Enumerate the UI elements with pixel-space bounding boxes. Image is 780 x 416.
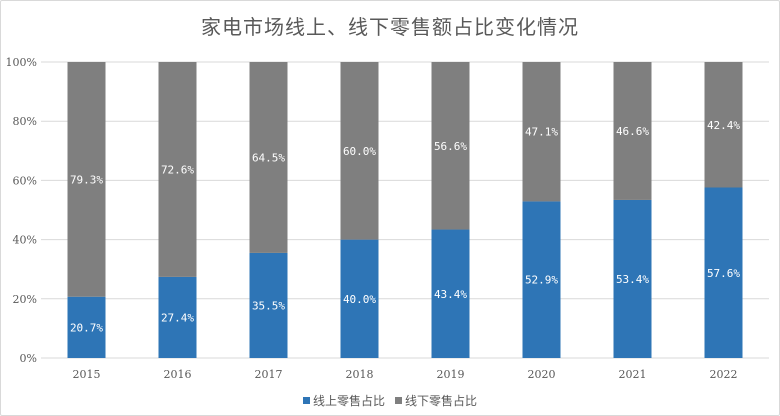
bar-online <box>522 201 561 358</box>
data-label: 60.0% <box>343 145 376 158</box>
y-tick-label: 80% <box>13 115 37 128</box>
bar-offline <box>704 62 743 188</box>
bar-online <box>67 296 106 358</box>
bar-offline <box>67 62 106 297</box>
bar-online <box>249 252 288 358</box>
data-label: 27.4% <box>161 311 194 324</box>
x-tick-label: 2015 <box>73 368 101 381</box>
data-label: 79.3% <box>70 173 103 186</box>
x-tick-label: 2021 <box>619 368 647 381</box>
x-tick-label: 2017 <box>255 368 283 381</box>
x-tick-label: 2020 <box>528 368 556 381</box>
data-label: 42.4% <box>707 119 740 132</box>
legend-swatch-online <box>302 397 310 404</box>
data-label: 53.4% <box>616 273 649 286</box>
bar-offline <box>522 62 561 202</box>
data-label: 40.0% <box>343 293 376 306</box>
data-label: 43.4% <box>434 288 467 301</box>
y-tick-label: 60% <box>13 174 37 187</box>
bar-online <box>613 199 652 358</box>
data-label: 46.6% <box>616 125 649 138</box>
chart-legend: 线上零售占比 线下零售占比 <box>1 392 779 409</box>
bar-offline <box>431 62 470 230</box>
bar-online <box>704 187 743 358</box>
data-label: 35.5% <box>252 299 285 312</box>
data-label: 47.1% <box>525 126 558 139</box>
x-tick-label: 2016 <box>164 368 192 381</box>
legend-item-online: 线上零售占比 <box>302 392 385 409</box>
data-label: 72.6% <box>161 163 194 176</box>
data-label: 52.9% <box>525 274 558 287</box>
x-tick-label: 2019 <box>437 368 465 381</box>
x-tick-label: 2018 <box>346 368 374 381</box>
bar-online <box>340 239 379 358</box>
bar-online <box>158 276 197 358</box>
bar-offline <box>340 62 379 240</box>
bar-online <box>431 229 470 358</box>
legend-label-online: 线上零售占比 <box>312 394 385 408</box>
y-tick-label: 40% <box>13 234 37 247</box>
bar-offline <box>249 62 288 253</box>
legend-item-offline: 线下零售占比 <box>395 392 477 409</box>
data-label: 56.6% <box>434 140 467 153</box>
y-tick-label: 100% <box>6 56 37 69</box>
data-label: 64.5% <box>252 151 285 164</box>
bar-offline <box>613 62 652 200</box>
chart-title: 家电市场线上、线下零售额占比变化情况 <box>201 15 579 39</box>
bar-offline <box>158 62 197 277</box>
legend-swatch-offline <box>395 397 402 404</box>
legend-label-offline: 线下零售占比 <box>405 394 478 408</box>
data-label: 20.7% <box>70 321 103 334</box>
y-tick-label: 0% <box>20 352 37 365</box>
data-label: 57.6% <box>707 267 740 280</box>
y-tick-label: 20% <box>13 293 37 306</box>
x-tick-label: 2022 <box>710 368 738 381</box>
